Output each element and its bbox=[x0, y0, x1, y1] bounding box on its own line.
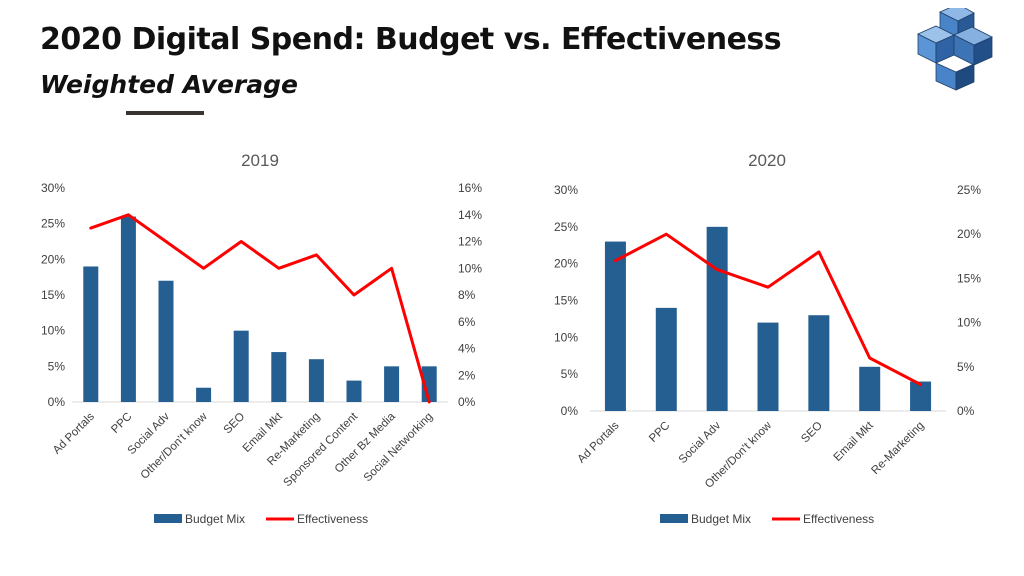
y-right-tick-label: 6% bbox=[458, 315, 476, 329]
bar-budget-mix bbox=[706, 226, 728, 411]
bar-budget-mix bbox=[308, 359, 324, 402]
bar-budget-mix bbox=[83, 266, 99, 402]
y-left-tick-label: 10% bbox=[41, 324, 65, 338]
y-right-tick-label: 20% bbox=[957, 227, 981, 241]
y-right-tick-label: 25% bbox=[957, 183, 981, 197]
category-label: SEO bbox=[222, 411, 248, 437]
bar-budget-mix bbox=[757, 322, 779, 411]
bar-budget-mix bbox=[196, 387, 212, 402]
bar-budget-mix bbox=[655, 307, 677, 411]
chart-2020: 2020 0% 5% 10% 15% 20% 25% 30% 0% 5% 10% 15% 20% 25% A… bbox=[554, 151, 981, 526]
slide-subtitle: Weighted Average bbox=[40, 70, 298, 99]
bar-budget-mix bbox=[120, 216, 136, 402]
y-left-tick-label: 20% bbox=[554, 257, 578, 271]
category-label: Social Adv bbox=[677, 419, 724, 466]
y-right-tick-label: 14% bbox=[458, 208, 482, 222]
category-label: Sponsored Content bbox=[282, 410, 361, 489]
category-label: Social Networking bbox=[362, 411, 436, 485]
bar-budget-mix bbox=[604, 241, 626, 411]
y-right-tick-label: 15% bbox=[957, 271, 981, 285]
y-right-tick-label: 4% bbox=[458, 342, 476, 356]
y-left-tick-label: 15% bbox=[41, 288, 65, 302]
legend-label-budget-mix: Budget Mix bbox=[185, 512, 245, 526]
y-right-tick-label: 8% bbox=[458, 288, 476, 302]
subtitle-underline bbox=[126, 111, 204, 115]
interlocking-cubes-logo-icon bbox=[917, 8, 993, 91]
slide-title: 2020 Digital Spend: Budget vs. Effective… bbox=[40, 22, 782, 57]
y-left-tick-label: 30% bbox=[41, 181, 65, 195]
y-right-tick-label: 12% bbox=[458, 235, 482, 249]
bar-budget-mix bbox=[859, 366, 881, 411]
bar-budget-mix bbox=[233, 330, 249, 402]
y-left-tick-label: 10% bbox=[554, 330, 578, 344]
y-left-tick-label: 15% bbox=[554, 294, 578, 308]
bar-budget-mix bbox=[910, 381, 932, 411]
y-right-tick-label: 2% bbox=[458, 368, 476, 382]
bar-budget-mix bbox=[384, 366, 400, 402]
bar-budget-mix bbox=[346, 380, 362, 402]
legend-label-effectiveness: Effectiveness bbox=[803, 512, 874, 526]
bar-budget-mix bbox=[271, 352, 287, 402]
category-label: Ad Portals bbox=[51, 410, 97, 456]
bar-budget-mix bbox=[158, 280, 174, 402]
category-label: PPC bbox=[109, 411, 134, 436]
category-label: Other/Don't know bbox=[139, 410, 211, 482]
legend-swatch-budget-mix bbox=[660, 514, 688, 523]
legend-swatch-budget-mix bbox=[154, 514, 182, 523]
bar-budget-mix bbox=[808, 315, 830, 411]
category-label: PPC bbox=[647, 420, 672, 445]
category-label: Email Mkt bbox=[832, 419, 877, 464]
y-right-tick-label: 10% bbox=[957, 316, 981, 330]
y-left-tick-label: 25% bbox=[41, 217, 65, 231]
chart-2019: 2019 0% 5% 10% 15% 20% 25% 30% 0% 2% 4% 6% 8% 10% 12% 1… bbox=[41, 151, 482, 526]
line-effectiveness bbox=[613, 232, 923, 386]
chart-title: 2019 bbox=[241, 151, 279, 170]
y-left-tick-label: 30% bbox=[554, 183, 578, 197]
y-left-tick-label: 5% bbox=[48, 359, 66, 373]
category-label: SEO bbox=[799, 420, 825, 446]
legend-label-budget-mix: Budget Mix bbox=[691, 512, 751, 526]
y-right-tick-label: 0% bbox=[458, 395, 476, 409]
y-left-tick-label: 0% bbox=[48, 395, 66, 409]
y-left-tick-label: 0% bbox=[561, 404, 579, 418]
y-right-tick-label: 16% bbox=[458, 181, 482, 195]
y-right-tick-label: 5% bbox=[957, 360, 975, 374]
y-left-tick-label: 20% bbox=[41, 252, 65, 266]
y-left-tick-label: 25% bbox=[554, 220, 578, 234]
category-label: Ad Portals bbox=[576, 419, 622, 465]
y-left-tick-label: 5% bbox=[561, 367, 579, 381]
line-effectiveness bbox=[89, 213, 431, 404]
y-right-tick-label: 10% bbox=[458, 261, 482, 275]
legend-label-effectiveness: Effectiveness bbox=[297, 512, 368, 526]
y-right-tick-label: 0% bbox=[957, 404, 975, 418]
category-label: Re-Marketing bbox=[869, 420, 926, 477]
chart-title: 2020 bbox=[748, 151, 786, 170]
